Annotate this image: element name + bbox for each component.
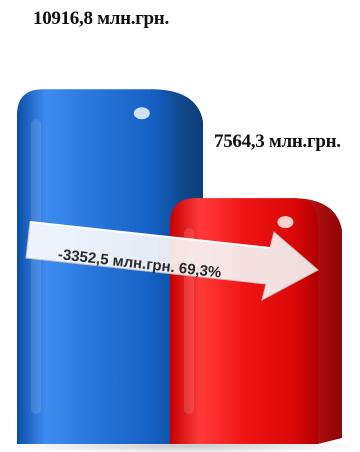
difference-arrow: [25, 221, 319, 301]
bar-highlight-1: [277, 216, 294, 229]
bar-0: [17, 89, 177, 444]
bar-value-label-0: 10916,8 млн.грн.: [33, 8, 169, 29]
bar-shine-0: [31, 119, 41, 414]
bar-highlight-0: [133, 107, 150, 120]
bar-value-label-1: 7564,3 млн.грн.: [214, 131, 341, 152]
